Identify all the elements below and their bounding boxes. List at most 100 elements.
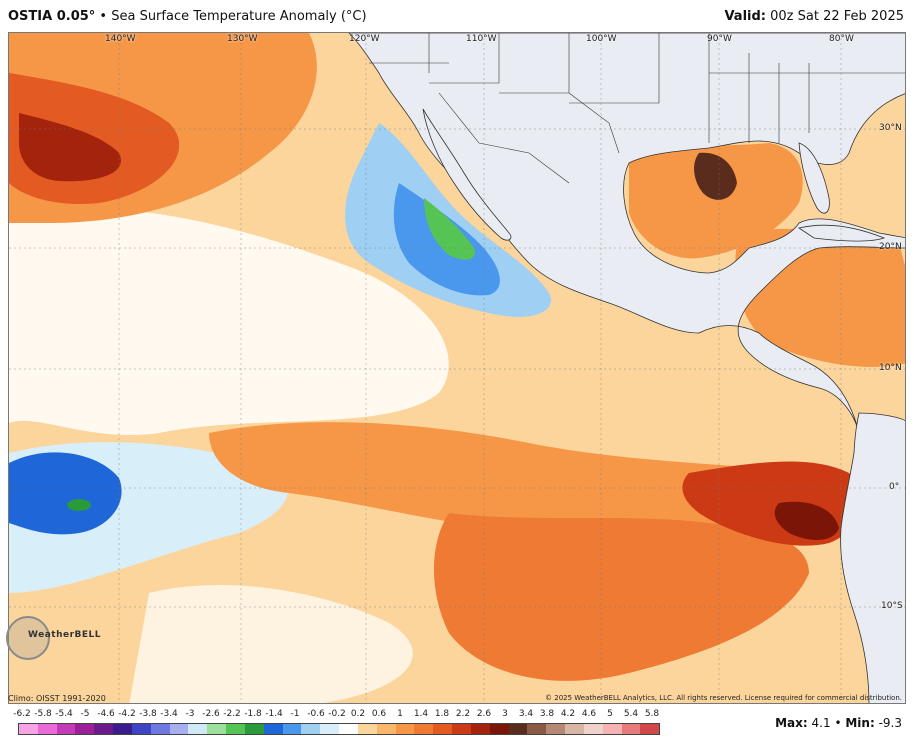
colorbar-tick-label: 3 — [502, 709, 508, 719]
lon-label-110w: 110°W — [466, 34, 497, 44]
colorbar-swatch — [489, 724, 509, 734]
colorbar-tick-label: 5 — [607, 709, 613, 719]
colorbar-swatch — [94, 724, 114, 734]
colorbar-swatch — [207, 724, 227, 734]
neutral-region-south — [129, 585, 413, 703]
colorbar-swatch — [546, 724, 566, 734]
lon-label-130w: 130°W — [227, 34, 258, 44]
lon-label-120w: 120°W — [349, 34, 380, 44]
lat-label-10s: 10°S — [881, 601, 903, 611]
colorbar-swatch — [301, 724, 321, 734]
lat-label-30n: 30°N — [879, 123, 902, 133]
colorbar-swatch — [244, 724, 264, 734]
very-hot-region-nw — [19, 113, 121, 182]
valid-time-value: 00z Sat 22 Feb 2025 — [770, 9, 904, 24]
colorbar-tick-label: -2.6 — [202, 709, 220, 719]
lat-label-10n: 10°N — [879, 363, 902, 373]
climatology-note: Climo: OISST 1991-2020 — [8, 694, 106, 703]
model-name: OSTIA 0.05° — [8, 9, 96, 24]
product-name: • Sea Surface Temperature Anomaly (°C) — [99, 9, 367, 24]
colorbar-tick-label: -2.2 — [223, 709, 241, 719]
colorbar-swatch — [339, 724, 358, 734]
max-label: Max: — [775, 716, 808, 730]
colorbar-swatch — [150, 724, 170, 734]
colorbar-swatch — [470, 724, 490, 734]
max-min-summary: Max: 4.1 • Min: -9.3 — [775, 716, 902, 730]
colorbar-tick-label: -1.8 — [244, 709, 262, 719]
colorbar-tick-label: -3.4 — [160, 709, 178, 719]
colorbar-swatch — [376, 724, 396, 734]
colorbar-tick-label: 0.6 — [371, 709, 387, 719]
colorbar-swatch — [433, 724, 453, 734]
colorbar-swatch — [414, 724, 434, 734]
valid-label: Valid: — [724, 9, 766, 24]
land-south-america — [840, 412, 905, 703]
colorbar-tick-label: -1 — [290, 709, 300, 719]
colorbar-tick-label: -5 — [80, 709, 90, 719]
colorbar-tick-label: -4.6 — [97, 709, 115, 719]
colorbar-ticks: -6.2 -5.8 -5.4 -5 -4.6 -4.2 -3.8 -3.4 -3 -2.6 -2.2… — [0, 709, 670, 723]
colorbar-swatch — [37, 724, 57, 734]
colorbar-swatch — [583, 724, 603, 734]
warm-region-south — [434, 513, 809, 681]
colorbar-swatch — [56, 724, 76, 734]
max-value: 4.1 — [811, 716, 831, 730]
colorbar-swatch — [263, 724, 283, 734]
colorbar-tick-label: 1.8 — [434, 709, 450, 719]
colorbar-tick-label: 1 — [397, 709, 403, 719]
colorbar-swatch — [169, 724, 189, 734]
colorbar-swatch — [113, 724, 132, 734]
colorbar-tick-label: -3.8 — [139, 709, 157, 719]
min-value: -9.3 — [878, 716, 902, 730]
colorbar-tick-label: -4.2 — [118, 709, 136, 719]
colorbar-tick-label: -5.4 — [55, 709, 73, 719]
colorbar-tick-label: 3.8 — [539, 709, 555, 719]
colorbar-swatch — [565, 724, 584, 734]
chart-header: OSTIA 0.05° • Sea Surface Temperature An… — [0, 0, 914, 32]
colorbar-swatch — [452, 724, 471, 734]
colorbar — [18, 723, 660, 735]
colorbar-swatch — [527, 724, 547, 734]
graticule — [9, 33, 905, 703]
colorbar-tick-label: 0.2 — [350, 709, 366, 719]
colorbar-swatch — [19, 724, 38, 734]
colorbar-swatch — [226, 724, 245, 734]
colorbar-swatch — [188, 724, 208, 734]
colorbar-tick-label: 2.6 — [476, 709, 492, 719]
logo-globe-icon — [6, 616, 50, 660]
map-canvas — [9, 33, 905, 703]
very-cold-spot-west — [67, 499, 91, 511]
colorbar-swatch — [395, 724, 415, 734]
colorbar-tick-label: -0.2 — [328, 709, 346, 719]
colorbar-swatch — [357, 724, 377, 734]
colorbar-tick-label: 4.2 — [560, 709, 576, 719]
colorbar-swatch — [131, 724, 151, 734]
lon-label-140w: 140°W — [105, 34, 136, 44]
colorbar-tick-label: -0.6 — [307, 709, 325, 719]
land-florida — [798, 142, 830, 214]
weatherbell-logo: WeatherBELL — [6, 612, 101, 662]
colorbar-tick-label: -5.8 — [34, 709, 52, 719]
lat-label-equator: 0° — [889, 482, 900, 492]
colorbar-swatch — [282, 724, 302, 734]
lon-label-80w: 80°W — [829, 34, 854, 44]
very-hot-spot-galapagos — [774, 501, 839, 540]
separator: • — [834, 716, 842, 730]
warm-region-gulf — [629, 143, 803, 259]
cold-pool-west — [9, 452, 122, 535]
map-title: OSTIA 0.05° • Sea Surface Temperature An… — [8, 9, 367, 24]
land-cuba — [798, 224, 886, 242]
very-hot-spot-gulf — [694, 152, 737, 200]
colorbar-swatch — [621, 724, 641, 734]
colorbar-tick-label: 5.8 — [644, 709, 660, 719]
min-label: Min: — [845, 716, 875, 730]
sst-anomaly-map: 140°W 130°W 120°W 110°W 100°W 90°W 80°W … — [8, 32, 906, 704]
lon-label-90w: 90°W — [707, 34, 732, 44]
colorbar-swatch — [320, 724, 340, 734]
colorbar-tick-label: -6.2 — [13, 709, 31, 719]
colorbar-tick-label: 2.2 — [455, 709, 471, 719]
colorbar-tick-label: -1.4 — [265, 709, 283, 719]
very-cold-region-baja — [424, 198, 475, 260]
land-baja-california — [422, 108, 512, 241]
colorbar-tick-label: 1.4 — [413, 709, 429, 719]
